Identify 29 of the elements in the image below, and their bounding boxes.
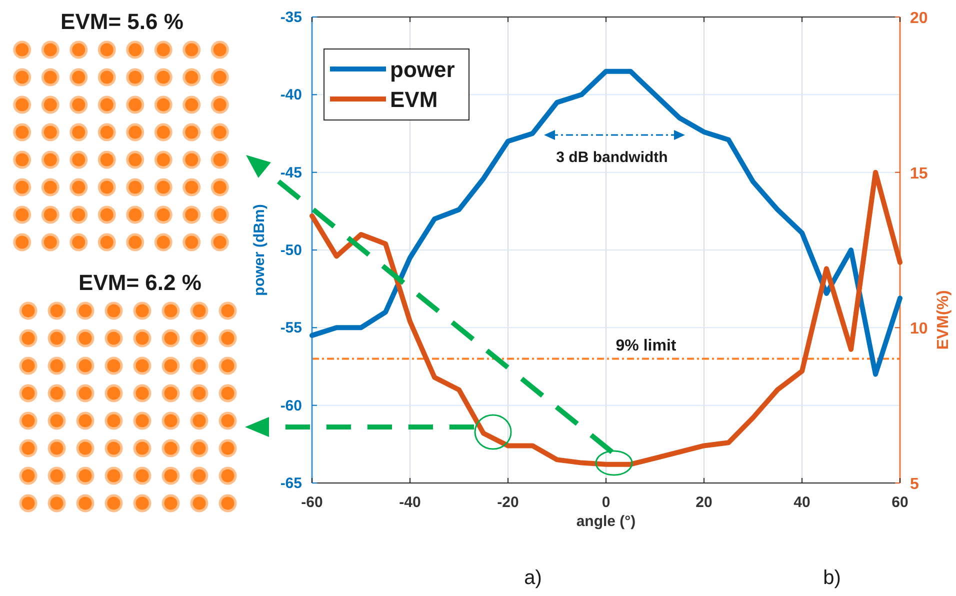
y-tick-label: -35: [280, 9, 302, 26]
x-tick-label: 40: [794, 494, 810, 511]
y-tick-label: -55: [280, 320, 302, 337]
text: EVM= 6.2 %: [78, 270, 202, 295]
x-tick-label: 60: [892, 494, 908, 511]
y-axis-title: power (dBm): [251, 204, 268, 296]
x-tick-label: -60: [301, 494, 323, 511]
legend-label: power: [390, 57, 456, 82]
y2-tick-label: 10: [910, 320, 928, 338]
y-tick-label: -45: [280, 164, 302, 182]
y2-tick-label: 5: [910, 476, 919, 493]
y-tick-label: -50: [280, 242, 302, 259]
y-tick-label: -40: [280, 86, 302, 104]
y2-tick-label: 20: [910, 10, 928, 27]
x-axis-title: angle (°): [576, 513, 636, 530]
annotation: 3 dB bandwidth: [556, 149, 668, 166]
x-tick-label: 20: [696, 494, 712, 511]
y2-axis-title: EVM(%): [935, 290, 952, 350]
legend-label: EVM: [390, 87, 438, 112]
text: b): [823, 567, 841, 589]
ref-line-label: 9% limit: [616, 338, 677, 355]
text: EVM= 5.6 %: [60, 9, 184, 34]
y-tick-label: -60: [280, 397, 302, 414]
x-tick-label: -40: [399, 494, 421, 511]
x-tick-label: 0: [602, 494, 610, 511]
text: a): [524, 567, 542, 589]
x-tick-label: -20: [497, 494, 519, 511]
y-tick-label: -65: [280, 475, 302, 492]
y2-tick-label: 15: [910, 165, 928, 182]
